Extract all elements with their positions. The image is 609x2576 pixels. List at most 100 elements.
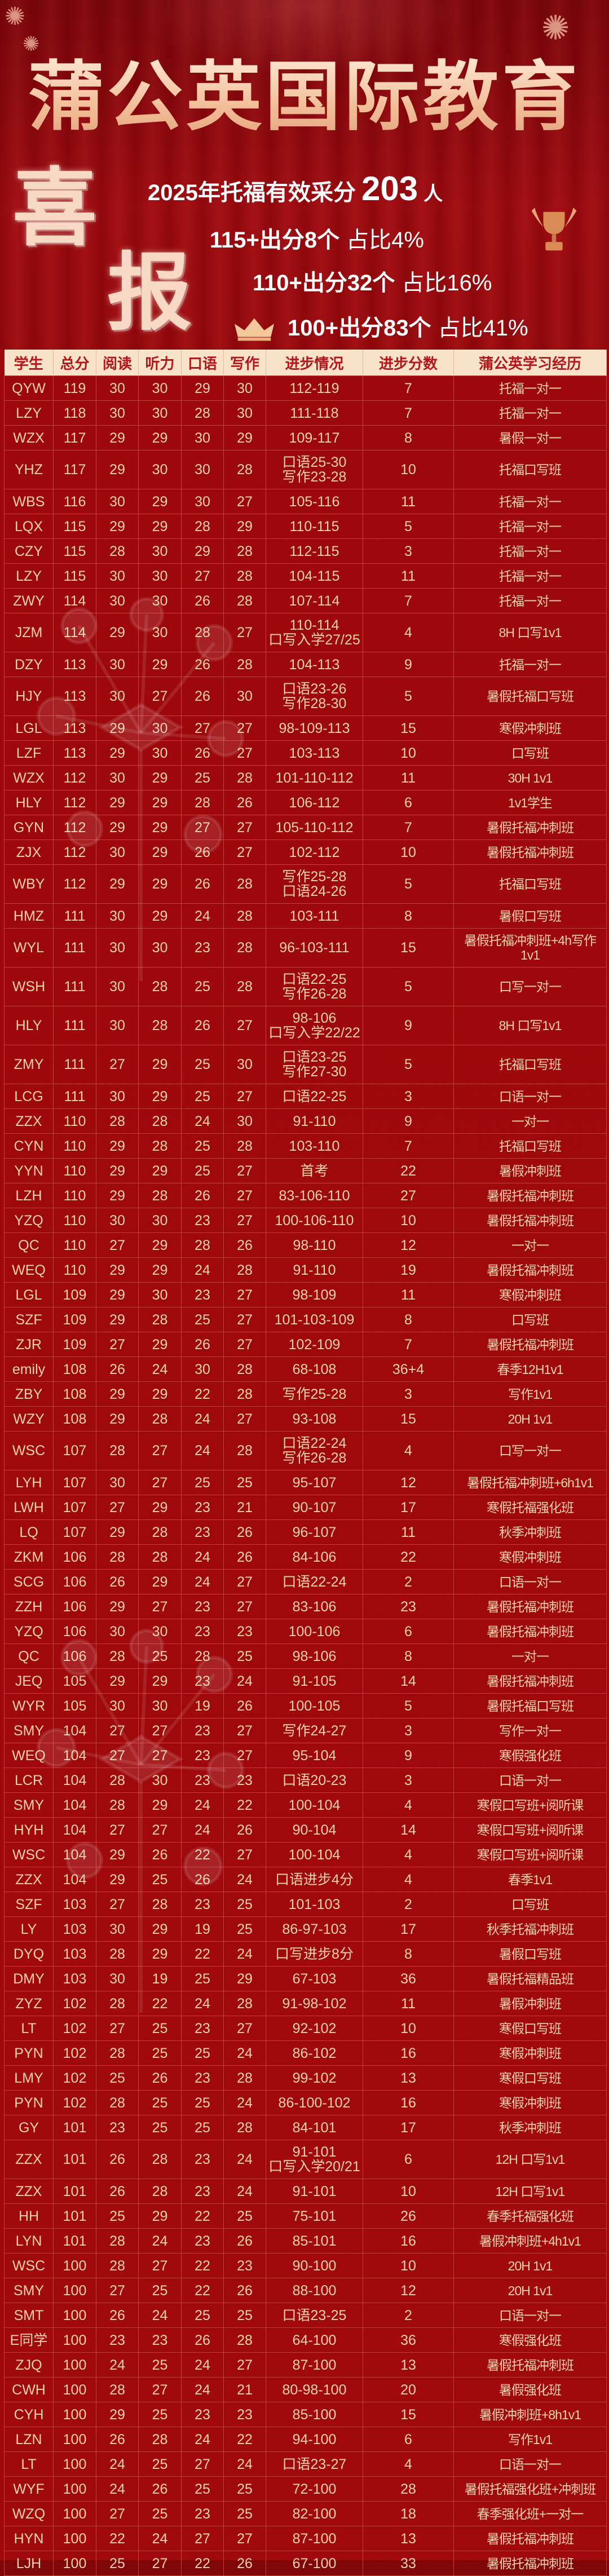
- cell-experience: 暑假托福冲刺班: [453, 1619, 607, 1644]
- cell-total: 116: [53, 489, 96, 514]
- cell-progress: 102-109: [266, 1332, 363, 1357]
- cell-speaking: 30: [181, 450, 224, 489]
- cell-reading: 29: [96, 1406, 139, 1431]
- column-header-student: 学生: [4, 350, 54, 376]
- cell-listening: 26: [138, 1842, 182, 1867]
- cell-student: ZZX: [4, 1867, 54, 1892]
- cell-speaking: 23: [181, 1594, 224, 1619]
- cell-progress: 98-110: [266, 1232, 363, 1258]
- cell-listening: 29: [138, 864, 182, 904]
- cell-writing: 28: [223, 2115, 266, 2140]
- cell-speaking: 23: [181, 2228, 224, 2254]
- cell-speaking: 26: [181, 1183, 224, 1208]
- cell-total: 104: [53, 1768, 96, 1793]
- cell-speaking: 23: [181, 1743, 224, 1768]
- cell-speaking: 26: [181, 740, 224, 766]
- cell-total: 113: [53, 652, 96, 677]
- table-row: JEQ 105 29 29 23 24 91-105 14 暑假托福冲刺班: [4, 1668, 607, 1694]
- table-row: WBS 116 30 29 30 27 105-116 11 托福一对一: [4, 489, 607, 514]
- cell-progress: 102-112: [266, 839, 363, 865]
- cell-student: ZJR: [4, 1332, 54, 1357]
- table-row: SZF 109 29 28 25 27 101-103-109 8 口写班: [4, 1307, 607, 1332]
- cell-writing: 25: [223, 1916, 266, 1942]
- cell-speaking: 26: [181, 1332, 224, 1357]
- cell-gain: 7: [363, 400, 454, 426]
- cell-listening: 30: [138, 450, 182, 489]
- cell-total: 102: [53, 2090, 96, 2115]
- cell-listening: 29: [138, 839, 182, 865]
- table-row: DYQ 103 28 29 22 24 口写进步8分 8 暑假口写班: [4, 1941, 607, 1967]
- cell-speaking: 26: [181, 588, 224, 613]
- cell-reading: 29: [96, 815, 139, 840]
- cell-gain: 15: [363, 1406, 454, 1431]
- cell-gain: 10: [363, 2253, 454, 2278]
- cell-progress: 67-103: [266, 1966, 363, 1991]
- table-row: LJH 100 25 27 22 26 67-100 33 暑假托福冲刺班: [4, 2551, 607, 2576]
- cell-student: LQX: [4, 514, 54, 539]
- cell-gain: 23: [363, 1594, 454, 1619]
- cell-total: 100: [53, 2451, 96, 2477]
- cell-total: 115: [53, 538, 96, 564]
- cell-speaking: 26: [181, 652, 224, 677]
- summary-prefix: 2025年托福有效采分: [148, 180, 356, 205]
- cell-progress: 103-113: [266, 740, 363, 766]
- cell-total: 102: [53, 2040, 96, 2066]
- cell-reading: 26: [96, 1357, 139, 1382]
- cell-student: HMZ: [4, 903, 54, 929]
- cell-student: ZKM: [4, 1544, 54, 1570]
- cell-writing: 28: [223, 864, 266, 904]
- cell-listening: 28: [138, 2140, 182, 2179]
- cell-total: 113: [53, 715, 96, 741]
- page-title: 蒲公英国际教育: [23, 55, 586, 140]
- cell-gain: 36+4: [363, 1357, 454, 1382]
- cell-experience: 托福一对一: [453, 375, 607, 401]
- cell-speaking: 23: [181, 1768, 224, 1793]
- cell-experience: 托福口写班: [453, 1133, 607, 1159]
- cell-speaking: 24: [181, 1569, 224, 1594]
- cell-reading: 30: [96, 563, 139, 589]
- cell-listening: 29: [138, 815, 182, 840]
- cell-experience: 口语一对一: [453, 2303, 607, 2328]
- cell-student: HLY: [4, 1006, 54, 1045]
- cell-gain: 7: [363, 815, 454, 840]
- cell-gain: 8: [363, 425, 454, 450]
- cell-listening: 29: [138, 1668, 182, 1694]
- cell-reading: 29: [96, 790, 139, 815]
- cell-gain: 5: [363, 1045, 454, 1084]
- cell-gain: 7: [363, 1332, 454, 1357]
- cell-speaking: 27: [181, 715, 224, 741]
- cell-reading: 30: [96, 652, 139, 677]
- cell-progress: 83-106-110: [266, 1183, 363, 1208]
- cell-reading: 30: [96, 400, 139, 426]
- cell-progress: 96-107: [266, 1519, 363, 1545]
- cell-speaking: 25: [181, 1158, 224, 1183]
- cell-gain: 11: [363, 1991, 454, 2016]
- table-row: HYN 100 22 24 27 27 87-100 13 暑假托福冲刺班: [4, 2526, 607, 2551]
- cell-progress: 86-102: [266, 2040, 363, 2066]
- cell-experience: 托福一对一: [453, 538, 607, 564]
- cell-total: 113: [53, 740, 96, 766]
- cell-progress: 101-103: [266, 1892, 363, 1917]
- cell-writing: 30: [223, 1045, 266, 1084]
- cell-listening: 27: [138, 677, 182, 716]
- cell-experience: 暑假托福冲刺班: [453, 2551, 607, 2576]
- cell-listening: 25: [138, 2016, 182, 2041]
- cell-writing: 26: [223, 2278, 266, 2303]
- cell-experience: 暑假托福冲刺班: [453, 1668, 607, 1694]
- cell-speaking: 25: [181, 765, 224, 790]
- cell-experience: 寒假口写班: [453, 2065, 607, 2091]
- cell-gain: 10: [363, 1208, 454, 1233]
- cell-listening: 30: [138, 928, 182, 967]
- stat-line-115: 115+出分8个 占比4%: [210, 222, 424, 254]
- cell-experience: 暑假口写班: [453, 1941, 607, 1967]
- cell-writing: 23: [223, 1768, 266, 1793]
- cell-student: LJH: [4, 2551, 54, 2576]
- cell-experience: 口写一对一: [453, 967, 607, 1006]
- cell-experience: 暑假冲刺班+8h1v1: [453, 2402, 607, 2427]
- cell-student: LYH: [4, 1470, 54, 1495]
- cell-speaking: 30: [181, 1357, 224, 1382]
- cell-speaking: 23: [181, 1495, 224, 1520]
- cell-student: SMT: [4, 2303, 54, 2328]
- cell-total: 110: [53, 1183, 96, 1208]
- table-row: ZYZ 102 28 22 24 28 91-98-102 11 暑假冲刺班: [4, 1991, 607, 2016]
